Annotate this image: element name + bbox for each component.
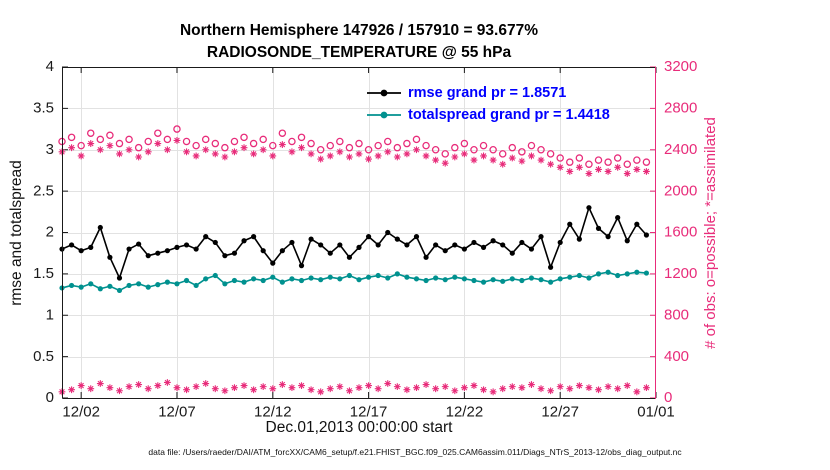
totalspread-line-sample-icon bbox=[367, 111, 401, 119]
legend: rmse grand pr = 1.8571 totalspread grand… bbox=[366, 82, 610, 126]
legend-entry-rmse: rmse grand pr = 1.8571 bbox=[366, 82, 610, 104]
legend-label-rmse: rmse grand pr = 1.8571 bbox=[408, 85, 567, 101]
x-axis-label: Dec.01,2013 00:00:00 start bbox=[265, 419, 453, 436]
legend-entry-totalspread: totalspread grand pr = 1.4418 bbox=[366, 104, 610, 126]
data-file-caption: data file: /Users/raeder/DAI/ATM_forcXX/… bbox=[148, 447, 682, 457]
chart-subtitle: RADIOSONDE_TEMPERATURE @ 55 hPa bbox=[206, 44, 512, 61]
chart-title: Northern Hemisphere 147926 / 157910 = 93… bbox=[179, 22, 538, 39]
left-y-axis-label: rmse and totalspread bbox=[8, 160, 25, 306]
right-y-axis-label: # of obs: o=possible; *=assimilated bbox=[702, 117, 719, 349]
rmse-line-sample-icon bbox=[367, 89, 401, 97]
legend-label-totalspread: totalspread grand pr = 1.4418 bbox=[408, 107, 610, 123]
